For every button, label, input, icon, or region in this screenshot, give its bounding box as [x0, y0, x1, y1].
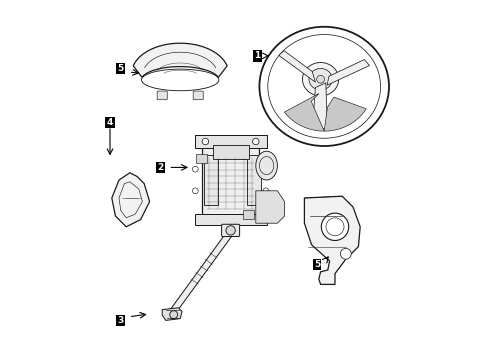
Polygon shape [313, 83, 327, 129]
Polygon shape [279, 51, 316, 82]
Polygon shape [304, 196, 360, 284]
FancyBboxPatch shape [204, 155, 218, 205]
Text: 1: 1 [254, 51, 261, 60]
Polygon shape [170, 229, 234, 314]
Polygon shape [112, 173, 149, 227]
Text: 3: 3 [118, 316, 124, 325]
FancyBboxPatch shape [221, 224, 240, 237]
FancyBboxPatch shape [247, 155, 261, 205]
Circle shape [226, 226, 235, 235]
Ellipse shape [256, 151, 277, 180]
FancyBboxPatch shape [213, 145, 248, 159]
FancyBboxPatch shape [196, 154, 207, 163]
FancyBboxPatch shape [157, 91, 167, 100]
Ellipse shape [309, 68, 332, 90]
Circle shape [202, 138, 209, 145]
Circle shape [263, 166, 269, 172]
Text: 4: 4 [107, 118, 113, 127]
FancyBboxPatch shape [202, 139, 259, 221]
Text: 5: 5 [314, 260, 320, 269]
Polygon shape [162, 308, 182, 320]
Polygon shape [327, 59, 369, 85]
Polygon shape [324, 97, 367, 131]
Polygon shape [284, 94, 324, 131]
Polygon shape [133, 43, 227, 77]
Circle shape [193, 188, 198, 194]
Circle shape [193, 166, 198, 172]
Ellipse shape [302, 63, 339, 96]
Circle shape [321, 213, 349, 240]
FancyBboxPatch shape [195, 214, 267, 225]
Circle shape [170, 311, 178, 319]
Circle shape [341, 248, 351, 259]
Circle shape [252, 138, 259, 145]
FancyBboxPatch shape [243, 210, 254, 219]
Circle shape [317, 75, 324, 83]
FancyBboxPatch shape [193, 91, 203, 100]
Text: 5: 5 [118, 64, 124, 73]
Text: 2: 2 [157, 163, 164, 172]
Polygon shape [256, 191, 285, 223]
FancyBboxPatch shape [195, 135, 267, 148]
Circle shape [263, 188, 269, 194]
